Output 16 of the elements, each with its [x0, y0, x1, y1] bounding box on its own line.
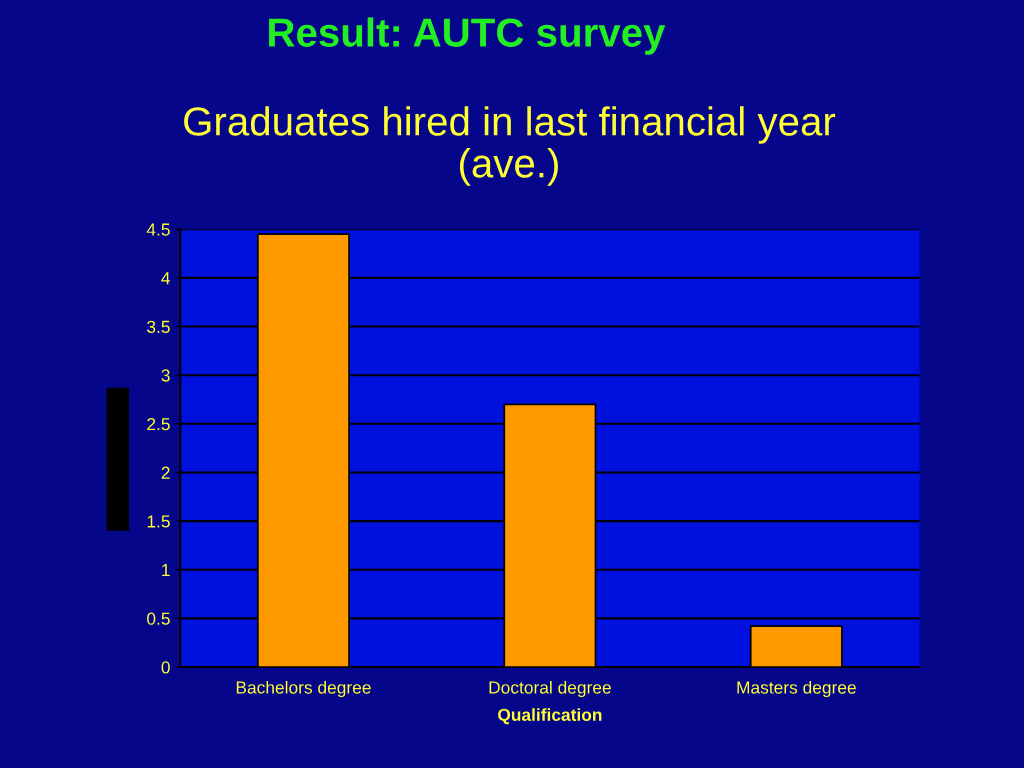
chart-subtitle: Graduates hired in last financial year (ave.)	[184, 106, 836, 186]
x-tick-label: Bachelors degree	[236, 680, 371, 698]
y-tick-label: 0	[161, 661, 170, 674]
y-tick-label: 3.5	[147, 320, 170, 333]
y-tick-label: 4.5	[146, 223, 170, 236]
y-tick-label: 0.5	[147, 612, 170, 625]
y-tick-label: 1.5	[147, 515, 170, 528]
x-tick-label: Masters degree	[737, 680, 856, 698]
y-tick-label: 2.5	[147, 417, 170, 431]
chart-title: Result: AUTC survey	[269, 17, 666, 55]
x-tick-label: Doctoral degree	[489, 680, 611, 698]
y-tick-label: 4	[161, 272, 170, 285]
y-tick-label: 1	[162, 564, 170, 577]
y-tick-label: 2	[161, 466, 170, 479]
x-axis-title: Qualification	[498, 708, 602, 725]
y-tick-label: 3	[161, 369, 170, 382]
